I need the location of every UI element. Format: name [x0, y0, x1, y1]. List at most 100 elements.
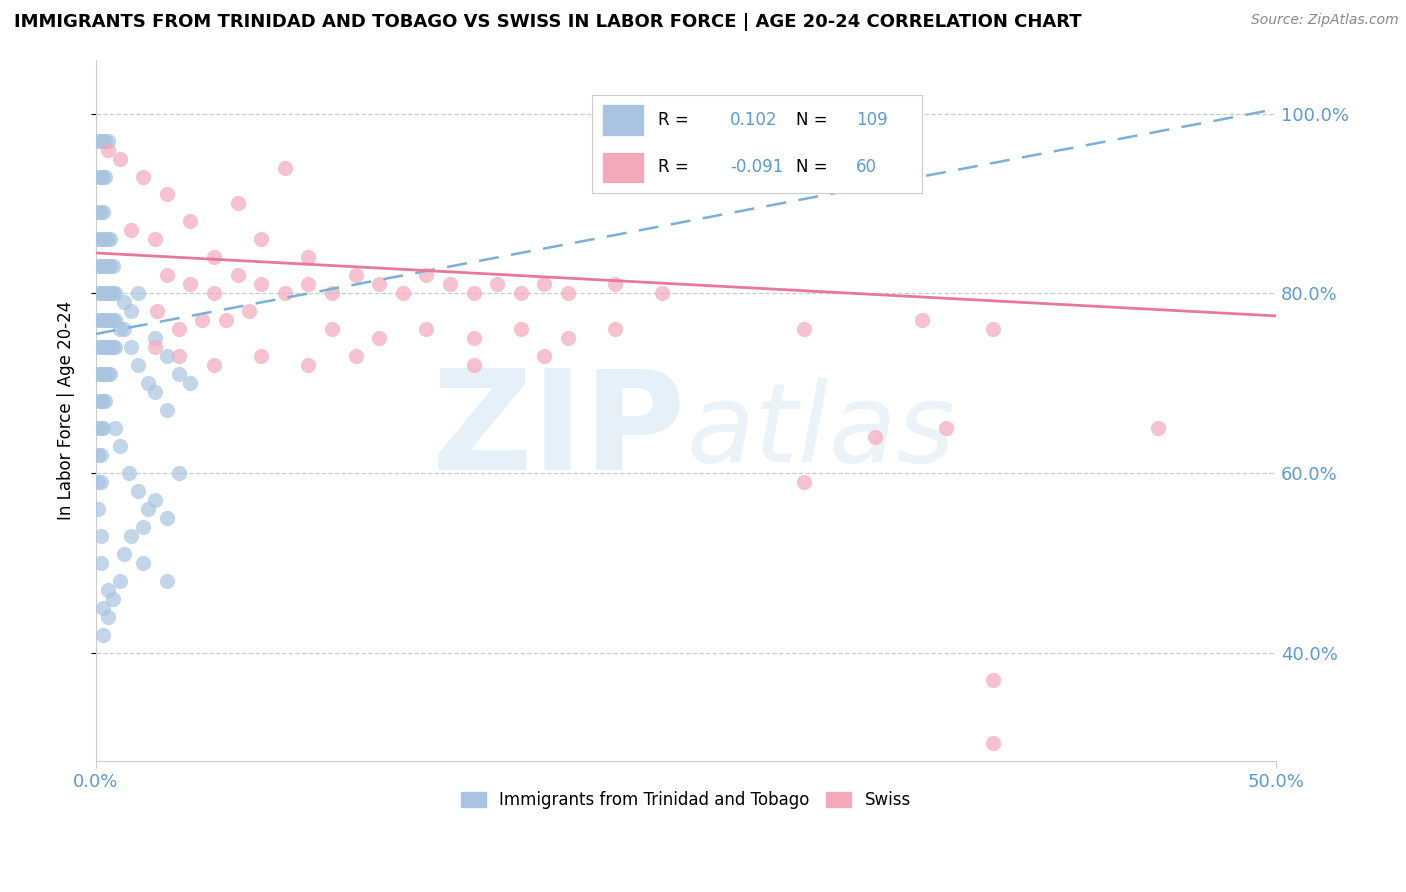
Point	[486, 277, 509, 292]
Point	[321, 322, 343, 336]
Text: Source: ZipAtlas.com: Source: ZipAtlas.com	[1251, 13, 1399, 28]
Point	[87, 313, 110, 327]
Point	[344, 268, 367, 283]
Point	[87, 134, 110, 148]
Point	[94, 394, 117, 409]
Text: atlas: atlas	[686, 378, 955, 485]
Point	[143, 340, 166, 354]
Point	[94, 313, 117, 327]
Point	[94, 134, 117, 148]
Point	[368, 277, 391, 292]
Point	[101, 592, 124, 607]
Point	[91, 421, 114, 435]
Point	[202, 359, 225, 373]
Point	[415, 322, 437, 336]
Point	[250, 232, 273, 246]
Point	[167, 368, 190, 382]
Point	[935, 421, 957, 435]
Point	[981, 736, 1004, 750]
Point	[179, 376, 201, 391]
Point	[87, 286, 110, 301]
Point	[94, 368, 117, 382]
Point	[344, 350, 367, 364]
Point	[156, 403, 179, 417]
Point	[238, 304, 260, 318]
Point	[87, 340, 110, 354]
Point	[87, 368, 110, 382]
Point	[557, 286, 579, 301]
Point	[605, 322, 627, 336]
Point	[605, 277, 627, 292]
Point	[91, 368, 114, 382]
Point	[104, 313, 127, 327]
Point	[98, 260, 121, 274]
Point	[97, 260, 120, 274]
Y-axis label: In Labor Force | Age 20-24: In Labor Force | Age 20-24	[58, 301, 75, 520]
Point	[118, 467, 141, 481]
Point	[91, 286, 114, 301]
Point	[215, 313, 238, 327]
Point	[87, 475, 110, 490]
Point	[94, 260, 117, 274]
Point	[1147, 421, 1170, 435]
Point	[368, 331, 391, 345]
Point	[136, 502, 159, 516]
Point	[98, 340, 121, 354]
Point	[97, 286, 120, 301]
Point	[90, 394, 112, 409]
Point	[509, 322, 531, 336]
Point	[97, 368, 120, 382]
Point	[463, 286, 485, 301]
Point	[981, 673, 1004, 687]
Point	[509, 286, 531, 301]
Point	[101, 286, 124, 301]
Point	[87, 394, 110, 409]
Point	[651, 286, 673, 301]
Point	[143, 331, 166, 345]
Point	[143, 232, 166, 246]
Point	[94, 232, 117, 246]
Point	[97, 134, 120, 148]
Point	[156, 350, 179, 364]
Point	[97, 313, 120, 327]
Point	[439, 277, 461, 292]
Point	[90, 232, 112, 246]
Point	[91, 260, 114, 274]
Point	[128, 484, 150, 499]
Point	[167, 322, 190, 336]
Point	[156, 187, 179, 202]
Point	[97, 583, 120, 598]
Point	[132, 556, 155, 570]
Point	[94, 169, 117, 184]
Point	[101, 313, 124, 327]
Point	[112, 547, 135, 561]
Point	[98, 232, 121, 246]
Text: IMMIGRANTS FROM TRINIDAD AND TOBAGO VS SWISS IN LABOR FORCE | AGE 20-24 CORRELAT: IMMIGRANTS FROM TRINIDAD AND TOBAGO VS S…	[14, 13, 1081, 31]
Point	[146, 304, 169, 318]
Point	[112, 295, 135, 310]
Point	[91, 134, 114, 148]
Point	[120, 304, 142, 318]
Text: ZIP: ZIP	[432, 364, 686, 499]
Point	[94, 286, 117, 301]
Point	[101, 340, 124, 354]
Point	[793, 475, 815, 490]
Point	[202, 251, 225, 265]
Point	[97, 340, 120, 354]
Point	[90, 340, 112, 354]
Point	[87, 232, 110, 246]
Point	[557, 331, 579, 345]
Point	[87, 421, 110, 435]
Point	[112, 322, 135, 336]
Point	[90, 169, 112, 184]
Point	[90, 529, 112, 543]
Point	[90, 313, 112, 327]
Point	[156, 268, 179, 283]
Point	[179, 277, 201, 292]
Point	[91, 628, 114, 642]
Point	[981, 322, 1004, 336]
Point	[415, 268, 437, 283]
Point	[94, 340, 117, 354]
Point	[132, 520, 155, 534]
Point	[863, 430, 886, 444]
